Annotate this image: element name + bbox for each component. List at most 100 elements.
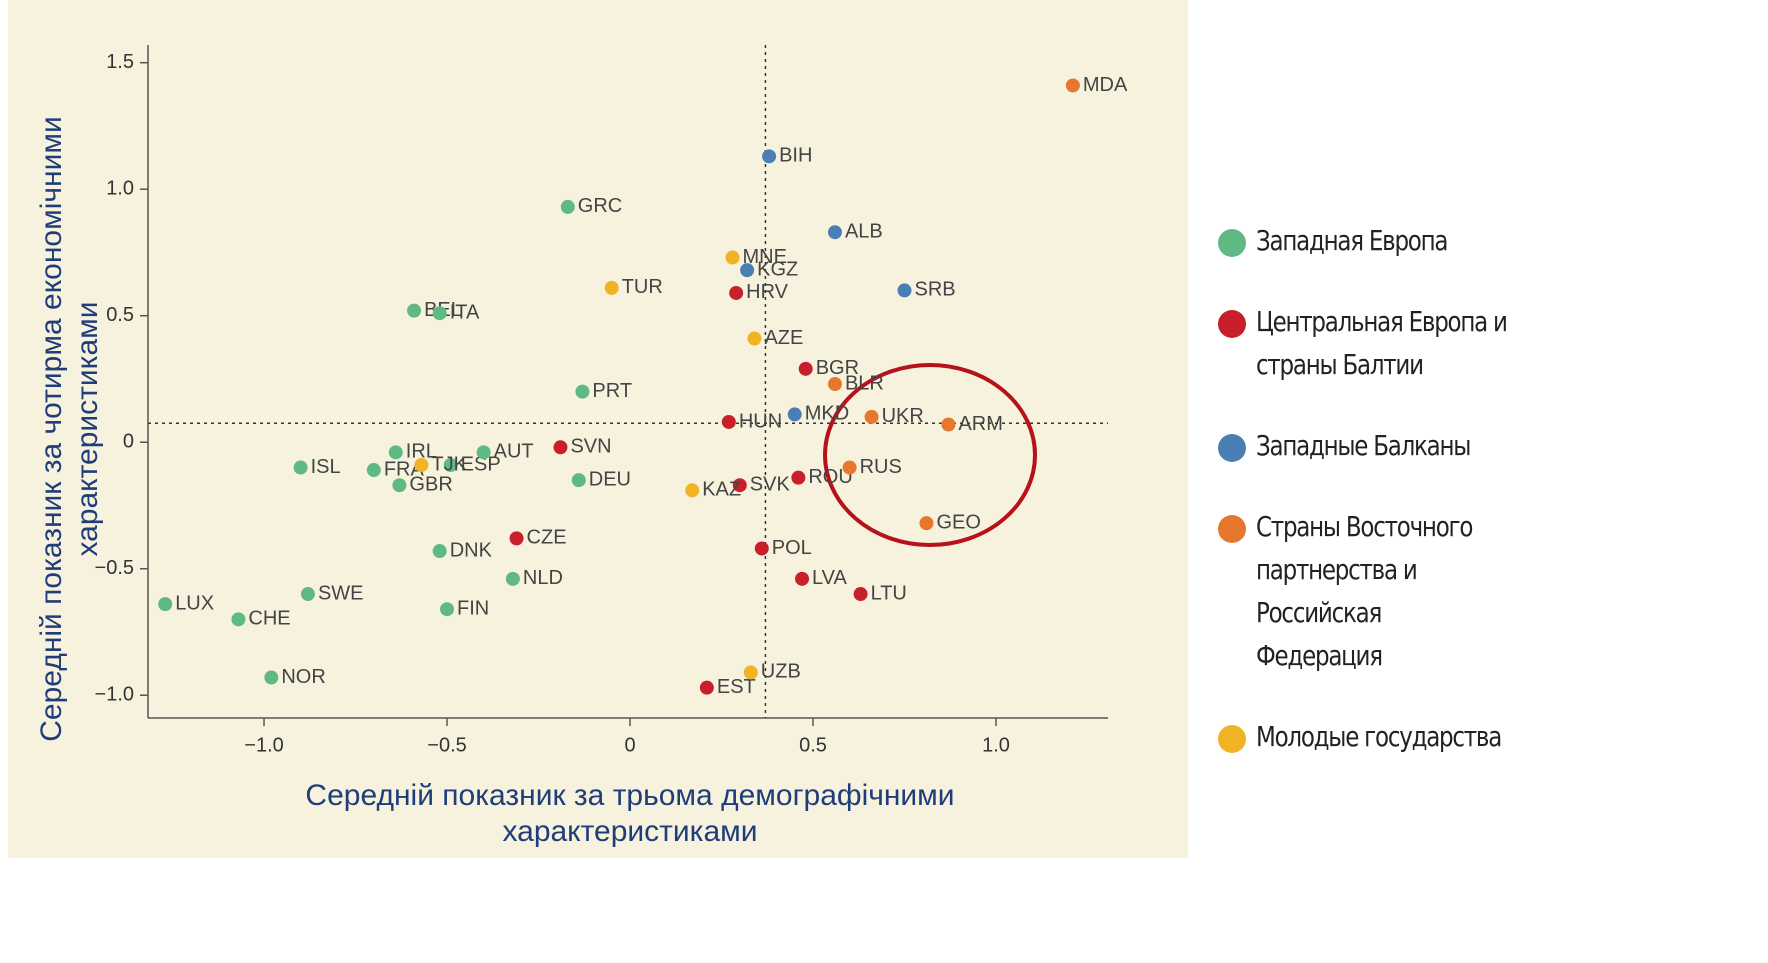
point-label: DEU bbox=[589, 468, 631, 490]
data-point bbox=[505, 571, 520, 586]
data-point bbox=[432, 306, 447, 321]
point-label: IRL bbox=[406, 441, 437, 463]
point-label: DNK bbox=[450, 539, 493, 561]
point-label: CHE bbox=[248, 608, 290, 630]
point-label: HRV bbox=[746, 281, 789, 303]
data-point bbox=[897, 283, 912, 298]
point-label: ESP bbox=[461, 453, 501, 475]
point-label: SRB bbox=[915, 279, 956, 301]
point-label: GRC bbox=[578, 195, 622, 217]
point-label: LTU bbox=[871, 582, 907, 604]
point-label: MNE bbox=[742, 246, 786, 268]
point-label: ALB bbox=[845, 221, 883, 243]
data-point bbox=[762, 149, 777, 164]
legend-marker bbox=[1218, 434, 1246, 462]
data-point bbox=[919, 516, 934, 531]
point-label: MDA bbox=[1083, 74, 1128, 96]
data-point bbox=[553, 440, 568, 455]
point-label: BIH bbox=[779, 145, 812, 167]
point-label: KAZ bbox=[702, 479, 741, 501]
point-label: LUX bbox=[175, 592, 214, 614]
y-tick-label: −0.5 bbox=[95, 557, 134, 579]
data-point bbox=[575, 384, 590, 399]
legend-item: Западные Балканы bbox=[1218, 429, 1568, 467]
data-point bbox=[725, 250, 740, 265]
data-point bbox=[787, 407, 802, 422]
point-label: UZB bbox=[761, 661, 801, 683]
data-point bbox=[414, 457, 429, 472]
data-point bbox=[443, 457, 458, 472]
data-point bbox=[754, 541, 769, 556]
data-point bbox=[795, 571, 810, 586]
point-label: EST bbox=[717, 676, 756, 698]
point-label: NOR bbox=[281, 666, 325, 688]
point-label: GEO bbox=[936, 511, 980, 533]
legend-marker bbox=[1218, 725, 1246, 753]
highlight-circle bbox=[823, 363, 1037, 547]
data-point bbox=[827, 377, 842, 392]
point-label: GBR bbox=[409, 474, 452, 496]
point-label: KGZ bbox=[757, 258, 798, 280]
point-label: SVK bbox=[750, 474, 791, 496]
data-point bbox=[685, 483, 700, 498]
point-label: BGR bbox=[816, 357, 859, 379]
plot-background bbox=[8, 0, 1188, 858]
data-point bbox=[440, 602, 455, 617]
data-point bbox=[747, 331, 762, 346]
data-point bbox=[604, 280, 619, 295]
y-tick-label: 1.5 bbox=[106, 51, 134, 73]
point-label: ROU bbox=[808, 466, 852, 488]
point-label: RUS bbox=[860, 456, 902, 478]
data-point bbox=[231, 612, 246, 627]
y-axis-label: Середній показник за чотирма економічним… bbox=[35, 116, 104, 742]
point-label: LVA bbox=[812, 567, 847, 589]
data-point bbox=[158, 597, 173, 612]
data-point bbox=[432, 544, 447, 559]
legend-item: Центральная Европа и страны Балтии bbox=[1218, 305, 1568, 386]
data-point bbox=[1065, 78, 1080, 93]
data-point bbox=[560, 199, 575, 214]
y-tick-label: 0 bbox=[123, 431, 134, 453]
data-point bbox=[791, 470, 806, 485]
point-label: NLD bbox=[523, 567, 563, 589]
data-point bbox=[864, 409, 879, 424]
legend-marker bbox=[1218, 229, 1246, 257]
data-point bbox=[392, 478, 407, 493]
legend-label: Западная Европа bbox=[1256, 224, 1448, 257]
x-tick-label: 0 bbox=[624, 734, 635, 756]
point-label: FIN bbox=[457, 597, 489, 619]
point-label: SVN bbox=[570, 436, 611, 458]
data-point bbox=[853, 587, 868, 602]
data-point bbox=[732, 478, 747, 493]
data-point bbox=[743, 665, 758, 680]
data-point bbox=[388, 445, 403, 460]
legend-label: Страны Восточного партнерства и Российск… bbox=[1256, 510, 1473, 672]
point-label: POL bbox=[772, 537, 812, 559]
data-point bbox=[264, 670, 279, 685]
data-point bbox=[571, 473, 586, 488]
legend-marker bbox=[1218, 310, 1246, 338]
data-point bbox=[300, 587, 315, 602]
legend-item: Молодые государства bbox=[1218, 720, 1568, 758]
y-tick-label: 0.5 bbox=[106, 304, 134, 326]
point-label: AUT bbox=[494, 441, 534, 463]
legend-item: Страны Восточного партнерства и Российск… bbox=[1218, 510, 1568, 677]
x-tick-label: −1.0 bbox=[244, 734, 283, 756]
data-point bbox=[476, 445, 491, 460]
x-tick-label: 1.0 bbox=[982, 734, 1010, 756]
point-label: AZE bbox=[764, 327, 803, 349]
legend-label: Центральная Европа и страны Балтии bbox=[1256, 305, 1508, 381]
x-tick-label: −0.5 bbox=[427, 734, 466, 756]
point-label: ITA bbox=[450, 301, 480, 323]
point-label: ARM bbox=[958, 413, 1002, 435]
data-point bbox=[842, 460, 857, 475]
point-label: MKD bbox=[805, 403, 849, 425]
data-point bbox=[509, 531, 524, 546]
point-label: TUR bbox=[622, 276, 663, 298]
legend-marker bbox=[1218, 515, 1246, 543]
y-tick-label: 1.0 bbox=[106, 177, 134, 199]
data-point bbox=[827, 225, 842, 240]
point-label: PRT bbox=[592, 380, 632, 402]
